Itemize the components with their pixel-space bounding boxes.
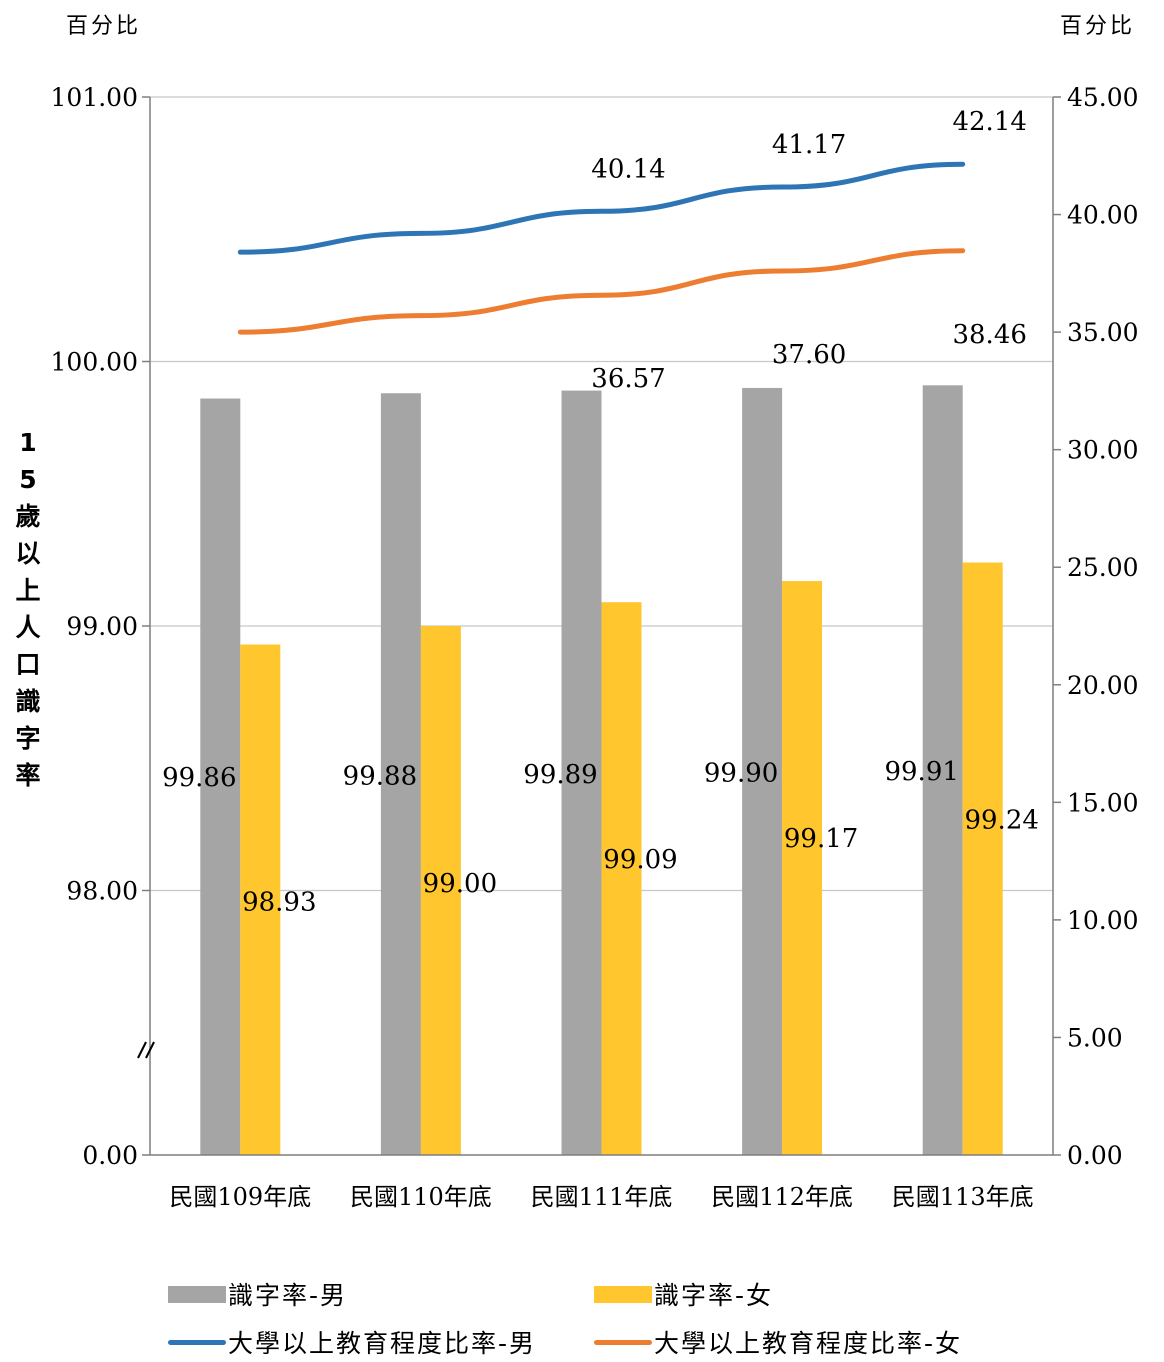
left-tick-label: 100.00	[51, 348, 138, 377]
right-tick-label: 35.00	[1067, 318, 1139, 347]
legend-swatch-female-university	[594, 1339, 652, 1345]
axis-break-mark	[137, 1041, 147, 1059]
legend-label-male-literacy: 識字率-男	[228, 1281, 348, 1310]
right-tick-label: 45.00	[1067, 83, 1139, 112]
legend-label-female-university: 大學以上教育程度比率-女	[654, 1329, 963, 1358]
data-label-female-university: 36.57	[591, 364, 665, 394]
category-label: 民國109年底	[169, 1183, 311, 1211]
bar-male-literacy	[742, 387, 783, 1155]
category-label: 民國113年底	[892, 1183, 1034, 1211]
bar-male-literacy	[380, 393, 421, 1155]
data-label-female-university: 38.46	[952, 320, 1026, 350]
data-label-female-literacy: 99.09	[603, 845, 677, 875]
data-label-male-university: 42.14	[952, 107, 1026, 137]
legend-swatch-female-literacy	[594, 1285, 652, 1303]
category-label: 民國110年底	[350, 1183, 492, 1211]
axes: 0.00 98.00 99.00 100.00 101.00 0.00 5.00 10.00 1…	[51, 83, 1139, 1211]
data-label-male-literacy: 99.91	[884, 757, 958, 787]
legend-label-female-literacy: 識字率-女	[654, 1281, 774, 1310]
data-label-male-literacy: 99.90	[704, 759, 778, 789]
data-label-male-literacy: 99.89	[523, 760, 597, 790]
legend-label-male-university: 大學以上教育程度比率-男	[228, 1329, 537, 1358]
data-label-female-literacy: 99.00	[423, 869, 497, 899]
left-tick-label: 98.00	[66, 877, 138, 906]
right-tick-label: 15.00	[1067, 788, 1139, 817]
data-labels: 99.86 99.88 99.89 99.90 99.91 98.93 99.00 99.09…	[162, 107, 1039, 917]
data-label-female-university: 37.60	[772, 340, 846, 370]
legend: 識字率-男 識字率-女 大學以上教育程度比率-男 大學以上教育程度比率-女	[0, 1270, 1164, 1360]
legend-swatch-male-university	[168, 1339, 226, 1345]
chart-area: 0.00 98.00 99.00 100.00 101.00 0.00 5.00 10.00 1…	[51, 83, 1139, 1211]
category-label: 民國111年底	[531, 1183, 673, 1211]
category-label: 民國112年底	[711, 1183, 853, 1211]
right-tick-label: 10.00	[1067, 906, 1139, 935]
bar-female-literacy	[601, 602, 642, 1155]
bar-female-literacy	[962, 562, 1003, 1155]
line-male-university	[237, 161, 966, 255]
bar-male-literacy	[922, 385, 963, 1155]
data-label-male-literacy: 99.88	[343, 762, 417, 792]
data-label-male-university: 41.17	[772, 130, 846, 160]
data-label-female-literacy: 99.17	[784, 824, 858, 854]
left-tick-label: 101.00	[51, 83, 138, 112]
bar-series	[200, 385, 1003, 1156]
bar-female-literacy	[782, 581, 823, 1155]
data-label-female-literacy: 98.93	[242, 888, 316, 918]
left-tick-label: 99.00	[66, 612, 138, 641]
bar-female-literacy	[420, 626, 461, 1155]
line-series	[237, 161, 966, 335]
legend-swatch-male-literacy	[168, 1285, 226, 1303]
right-tick-label: 30.00	[1067, 436, 1139, 465]
left-axis-unit: 百分比	[66, 14, 142, 39]
right-axis-unit: 百分比	[1060, 14, 1136, 39]
left-tick-label: 0.00	[82, 1141, 138, 1170]
data-label-female-literacy: 99.24	[964, 806, 1038, 836]
legend-item-male-literacy: 識字率-男	[168, 1276, 347, 1312]
right-tick-label: 20.00	[1067, 671, 1139, 700]
bar-male-literacy	[200, 398, 241, 1155]
right-tick-label: 40.00	[1067, 201, 1139, 230]
legend-item-male-university: 大學以上教育程度比率-男	[168, 1324, 536, 1360]
right-tick-label: 25.00	[1067, 553, 1139, 582]
data-label-male-university: 40.14	[591, 154, 665, 184]
right-tick-label: 5.00	[1067, 1023, 1123, 1052]
bar-female-literacy	[240, 644, 281, 1155]
legend-item-female-literacy: 識字率-女	[594, 1276, 773, 1312]
legend-item-female-university: 大學以上教育程度比率-女	[594, 1324, 962, 1360]
data-label-male-literacy: 99.86	[162, 763, 236, 793]
line-female-university	[237, 248, 966, 335]
bar-male-literacy	[561, 390, 602, 1156]
axis-break-mark	[145, 1041, 155, 1059]
right-tick-label: 0.00	[1067, 1141, 1123, 1170]
